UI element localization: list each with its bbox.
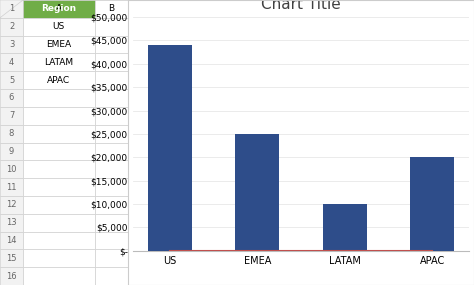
Bar xyxy=(95,160,128,178)
Text: US: US xyxy=(53,22,65,31)
Text: 15: 15 xyxy=(6,254,17,263)
Text: 7: 7 xyxy=(9,111,14,120)
Bar xyxy=(95,178,128,196)
Bar xyxy=(95,89,128,107)
Bar xyxy=(23,89,95,107)
Bar xyxy=(95,36,128,54)
Bar xyxy=(0,0,23,18)
Bar xyxy=(95,196,128,214)
Bar xyxy=(95,71,128,89)
Text: LATAM: LATAM xyxy=(44,58,73,67)
Text: 3: 3 xyxy=(9,40,14,49)
Bar xyxy=(23,36,95,54)
Text: B: B xyxy=(108,4,114,13)
Bar xyxy=(95,125,128,142)
Bar xyxy=(0,125,23,142)
Bar xyxy=(23,107,95,125)
Bar xyxy=(0,196,23,214)
Bar xyxy=(148,45,191,251)
Text: 9: 9 xyxy=(9,147,14,156)
Bar xyxy=(23,214,95,231)
Text: EMEA: EMEA xyxy=(46,40,72,49)
Text: 11: 11 xyxy=(6,182,17,192)
Bar xyxy=(95,267,128,285)
Bar xyxy=(0,71,23,89)
Bar xyxy=(23,249,95,267)
Bar xyxy=(0,54,23,71)
Bar xyxy=(23,267,95,285)
Text: 1: 1 xyxy=(9,4,14,13)
Bar xyxy=(23,178,95,196)
Bar xyxy=(23,18,95,36)
Bar xyxy=(95,0,128,18)
Bar xyxy=(0,142,23,160)
Bar xyxy=(23,196,95,214)
Bar xyxy=(0,18,23,36)
Bar xyxy=(236,134,279,251)
Bar xyxy=(95,18,128,36)
Bar xyxy=(23,71,95,89)
Text: 5: 5 xyxy=(9,76,14,85)
Bar xyxy=(0,89,23,107)
Text: 2: 2 xyxy=(9,22,14,31)
Bar xyxy=(95,142,128,160)
Text: 12: 12 xyxy=(6,200,17,209)
Bar xyxy=(410,157,454,251)
Text: APAC: APAC xyxy=(47,76,71,85)
Bar xyxy=(323,204,366,251)
Bar xyxy=(23,0,95,18)
Text: 14: 14 xyxy=(6,236,17,245)
Bar xyxy=(23,142,95,160)
Bar xyxy=(95,231,128,249)
Text: A: A xyxy=(56,4,62,13)
Bar xyxy=(0,249,23,267)
Bar xyxy=(0,36,23,54)
Bar xyxy=(0,0,23,18)
Polygon shape xyxy=(0,0,23,18)
Bar xyxy=(23,231,95,249)
Bar xyxy=(0,107,23,125)
Bar xyxy=(0,267,23,285)
Bar xyxy=(95,0,128,18)
Bar xyxy=(23,0,95,18)
Text: Region: Region xyxy=(41,4,76,13)
Bar xyxy=(95,54,128,71)
Text: 13: 13 xyxy=(6,218,17,227)
Text: 4: 4 xyxy=(9,58,14,67)
Bar xyxy=(0,160,23,178)
Bar xyxy=(0,231,23,249)
Text: 6: 6 xyxy=(9,93,14,103)
Text: 16: 16 xyxy=(6,272,17,281)
Bar xyxy=(23,160,95,178)
Bar xyxy=(0,214,23,231)
Title: Chart Title: Chart Title xyxy=(261,0,341,12)
Bar xyxy=(23,125,95,142)
Bar xyxy=(95,249,128,267)
Bar xyxy=(23,54,95,71)
Bar xyxy=(95,107,128,125)
Text: 10: 10 xyxy=(6,165,17,174)
Bar xyxy=(95,214,128,231)
Text: 8: 8 xyxy=(9,129,14,138)
Bar xyxy=(0,178,23,196)
